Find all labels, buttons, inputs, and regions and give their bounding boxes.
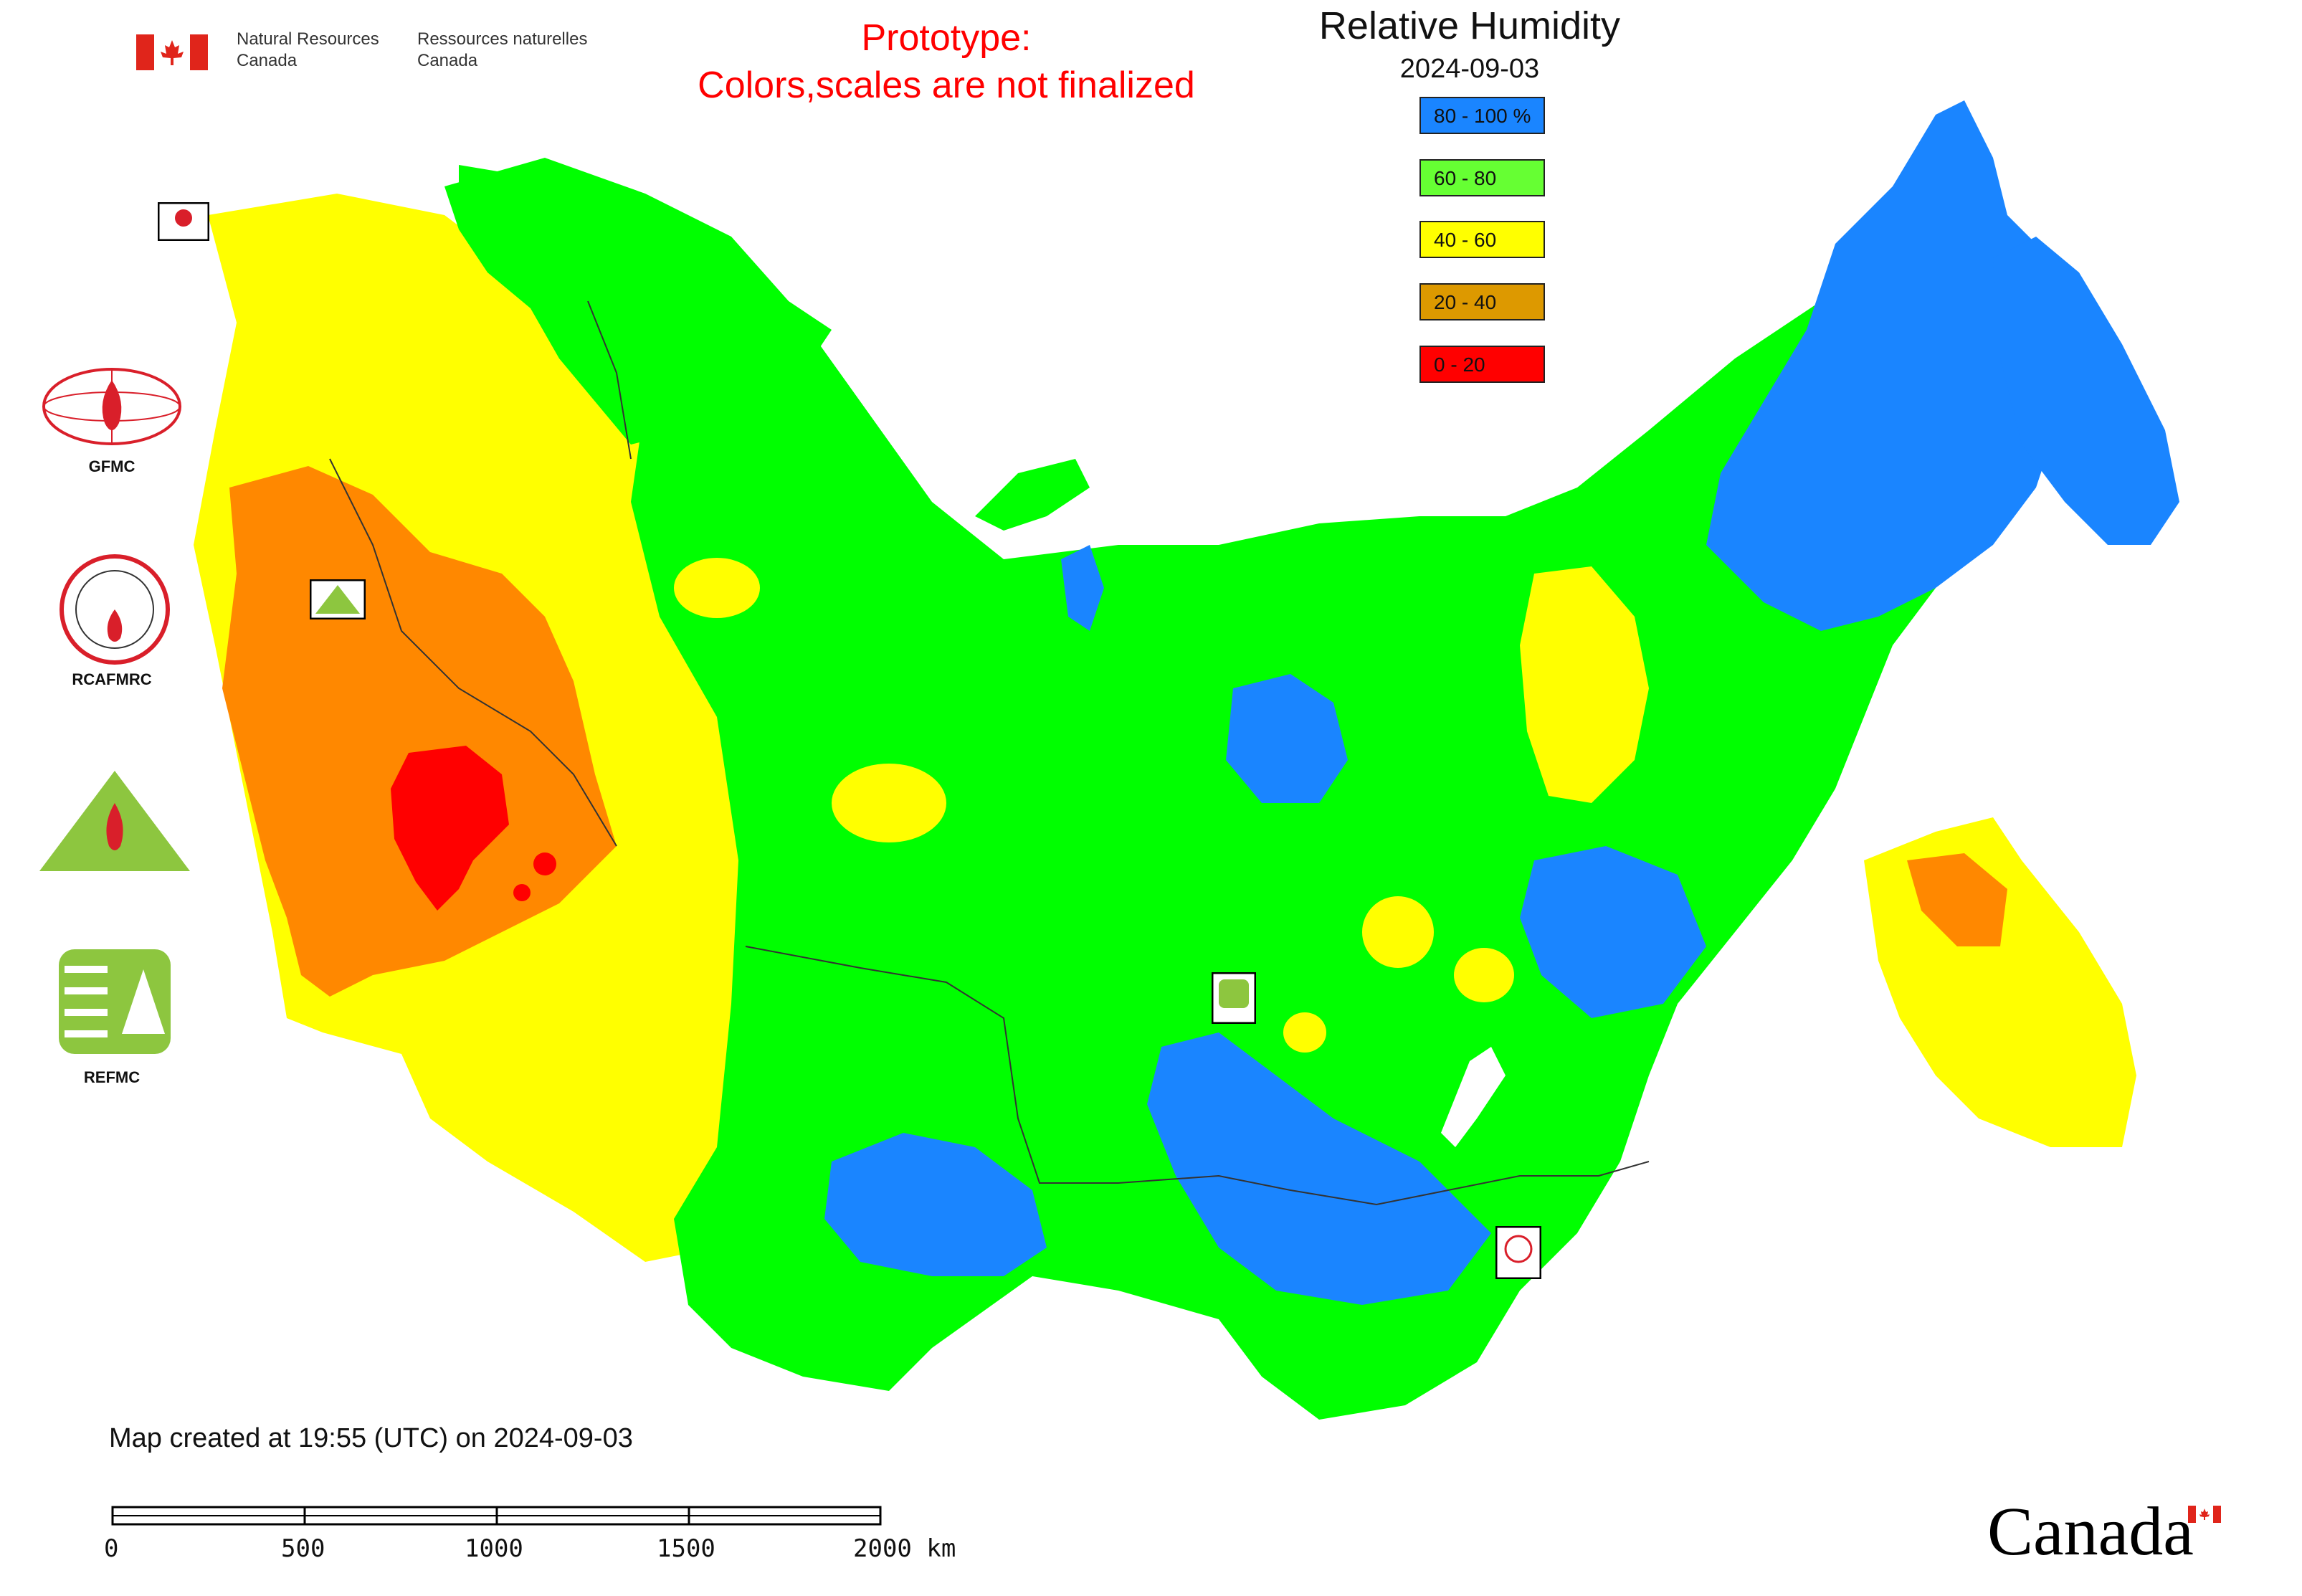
reefmc-marker-icon <box>310 579 366 619</box>
map-region-kamchatka-blue <box>1993 237 2179 545</box>
map-region-west-red <box>391 746 509 911</box>
map-region-east-yellow <box>1864 817 2136 1147</box>
map-region-altai-blue <box>1147 1032 1491 1305</box>
rcafmrc-logo-icon <box>60 554 170 665</box>
canada-flag-icon <box>136 34 208 70</box>
legend-item: 80 - 100 % <box>1419 97 1545 134</box>
scale-label-500: 500 <box>281 1534 325 1563</box>
map-region-siberia-blue <box>1520 846 1706 1018</box>
legend-item: 20 - 40 <box>1419 283 1545 320</box>
map-region-far-east-blue <box>1706 100 2079 631</box>
legend-item: 40 - 60 <box>1419 221 1545 258</box>
prototype-line-1: Prototype: <box>861 17 1032 59</box>
legend-title: Relative Humidity <box>1318 4 1621 47</box>
scale-label-2000: 2000 km <box>853 1534 956 1563</box>
map-region-central-blue <box>1226 674 1348 803</box>
org-name-en: Natural Resources Canada <box>237 29 379 70</box>
map-region-north-green <box>459 165 832 445</box>
scale-label-1500: 1500 <box>657 1534 715 1563</box>
refmc-logo-icon <box>59 949 171 1054</box>
legend-item: 60 - 80 <box>1419 159 1545 196</box>
gfmc-logo-icon <box>42 368 181 445</box>
country-borders <box>329 300 1650 1206</box>
map-region-south-blue <box>824 1133 1047 1276</box>
nrcan-signature: Natural Resources Canada Ressources natu… <box>136 29 638 79</box>
canada-wordmark: Canada <box>1987 1493 2194 1569</box>
map-region-central-green <box>444 158 2050 1420</box>
legend-item: 0 - 20 <box>1419 346 1545 383</box>
gfmc-marker-icon <box>158 202 209 241</box>
scale-label-0: 0 <box>104 1534 119 1563</box>
map-region-east-orange <box>1907 853 2007 946</box>
rcafmrc-label: RCAFMRC <box>72 670 152 688</box>
gfmc-label: GFMC <box>88 457 135 475</box>
refmc-marker-icon <box>1212 972 1256 1024</box>
scale-label-1000: 1000 <box>465 1534 523 1563</box>
prototype-line-2: Colors,scales are not finalized <box>698 65 1195 106</box>
map-created-text: Map created at 19:55 (UTC) on 2024-09-03 <box>109 1423 633 1453</box>
rcafmrc-marker-icon <box>1495 1226 1541 1279</box>
org-name-fr: Ressources naturelles Canada <box>417 29 588 70</box>
map-region-yakutia-yellow <box>1520 566 1649 803</box>
prototype-notice: Prototype: Colors,scales are not finaliz… <box>645 14 1247 109</box>
canada-wordmark-flag-icon <box>2188 1506 2221 1523</box>
refmc-label: REFMC <box>83 1068 141 1086</box>
scale-bar <box>111 1506 882 1526</box>
reefmc-logo-icon <box>39 771 190 871</box>
legend-date: 2024-09-03 <box>1399 54 1540 84</box>
